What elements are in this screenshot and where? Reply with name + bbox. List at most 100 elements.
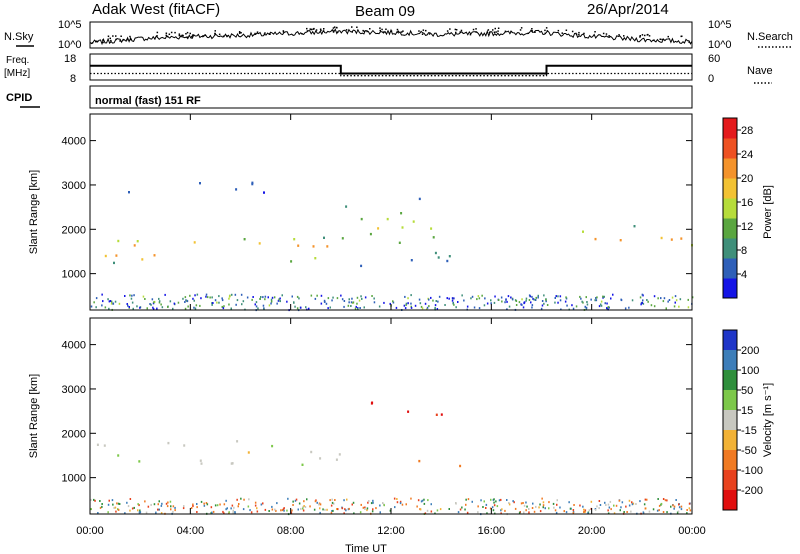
cpid-label: CPID <box>6 92 32 104</box>
velocity-cell <box>623 511 625 513</box>
power-cell <box>660 297 662 300</box>
nsearch-point <box>214 33 216 35</box>
power-cell <box>599 303 602 306</box>
velocity-cell <box>401 503 404 506</box>
velocity-cell <box>556 499 558 502</box>
nsearch-point <box>256 31 259 33</box>
velocity-cell <box>670 505 672 508</box>
power-cell <box>545 300 547 303</box>
power-cell <box>515 300 518 302</box>
nsearch-point <box>363 30 365 33</box>
nsearch-point <box>320 29 322 32</box>
velocity-cell <box>506 499 508 501</box>
velocity-cell <box>435 413 438 416</box>
power-cell <box>107 298 109 301</box>
power-cell <box>235 188 238 191</box>
velocity-cell <box>190 507 193 509</box>
velocity-cell <box>548 507 550 510</box>
velocity-cell <box>316 501 318 504</box>
power-cell <box>348 301 350 304</box>
velocity-cell <box>133 506 135 509</box>
power-cell <box>216 301 218 304</box>
velocity-cell <box>153 503 156 506</box>
velocity-cell <box>539 503 541 506</box>
nsearch-point <box>602 32 605 35</box>
velocity-cell <box>183 505 185 508</box>
power-cell <box>117 239 120 243</box>
nsearch-label: N.Search <box>747 31 793 43</box>
velocity-cell <box>290 511 293 514</box>
power-cell <box>603 295 605 298</box>
velocity-cell <box>271 444 274 448</box>
power-cell <box>341 298 344 301</box>
nsearch-point <box>156 31 159 34</box>
power-cell <box>293 301 295 304</box>
power-cell <box>101 293 103 296</box>
power-cell <box>400 212 403 215</box>
nsearch-point <box>182 34 184 37</box>
velocity-cell <box>113 506 115 509</box>
nsearch-point <box>369 28 371 30</box>
power-cell <box>602 296 604 299</box>
velocity-cell <box>222 510 224 513</box>
nsearch-point <box>282 30 285 32</box>
power-cell <box>405 303 407 306</box>
power-cell <box>674 295 677 298</box>
power-cell <box>264 295 267 298</box>
power-cell <box>448 297 450 300</box>
velocity-cell <box>455 502 457 505</box>
velocity-cell <box>635 503 637 505</box>
nsearch-point <box>319 28 322 30</box>
velocity-cell <box>297 508 299 511</box>
x-tick-label: 16:00 <box>478 525 506 537</box>
power-cell <box>230 307 232 310</box>
power-cell <box>276 302 278 305</box>
nsearch-point <box>449 28 451 30</box>
velocity-cell <box>101 505 103 508</box>
nsearch-point <box>254 32 256 35</box>
velocity-cell <box>466 511 469 514</box>
x-tick-label: 12:00 <box>377 525 405 537</box>
power-cell <box>404 307 407 310</box>
velocity-cell <box>426 509 429 512</box>
velocity-colorbar: 200 100 50 15 -15 -50 -100 -200 <box>722 329 763 511</box>
power-cell <box>418 197 421 201</box>
power-cell <box>223 305 225 308</box>
power-cell <box>428 298 430 301</box>
power-cell <box>184 301 186 303</box>
colorbar-segment <box>723 118 737 139</box>
power-cell <box>436 308 439 310</box>
power-cell <box>291 295 293 298</box>
velocity-cell <box>301 463 304 466</box>
velocity-cell <box>302 505 304 508</box>
power-cell <box>109 300 112 302</box>
beam-title: Beam 09 <box>355 3 415 20</box>
velocity-ylabel: Slant Range [km] <box>28 374 40 458</box>
velocity-cell <box>548 501 550 504</box>
power-cell <box>466 305 469 308</box>
power-cell <box>612 293 614 296</box>
power-cell <box>325 302 328 305</box>
power-cell <box>435 300 437 302</box>
power-cell <box>286 300 288 303</box>
power-cell <box>642 299 644 302</box>
velocity-cell <box>492 509 495 512</box>
velocity-cell <box>304 506 307 508</box>
velocity-cell <box>615 504 618 507</box>
velocity-cell <box>309 505 311 508</box>
velocity-cell <box>613 504 615 507</box>
nsearch-point <box>102 39 104 41</box>
power-cell <box>129 294 131 297</box>
velocity-cell <box>203 504 206 507</box>
power-cell <box>343 300 346 302</box>
nsearch-point <box>351 26 353 28</box>
velocity-cell <box>464 508 466 511</box>
power-cell <box>297 244 300 247</box>
velocity-cell <box>423 502 426 505</box>
power-cell <box>363 306 365 309</box>
velocity-cell <box>199 459 202 462</box>
nsearch-point <box>240 32 242 34</box>
velocity-cell <box>212 510 215 513</box>
power-cell <box>430 296 432 299</box>
power-cell <box>580 297 582 300</box>
